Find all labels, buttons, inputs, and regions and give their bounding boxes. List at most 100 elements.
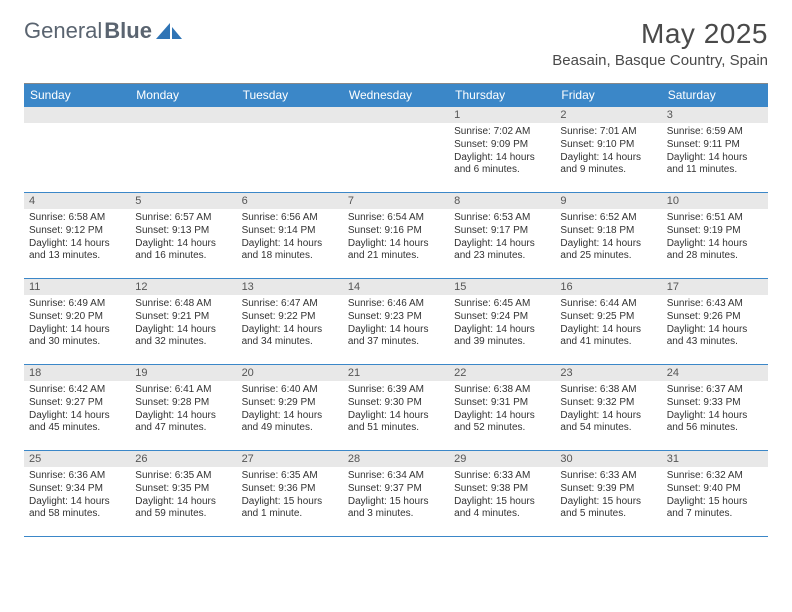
daylight-line-1: Daylight: 15 hours <box>560 496 656 509</box>
sunrise-text: Sunrise: 6:35 AM <box>135 470 231 483</box>
daylight-line-2: and 32 minutes. <box>135 336 231 349</box>
day-number: 27 <box>237 451 343 467</box>
calendar-day-cell: 29Sunrise: 6:33 AMSunset: 9:38 PMDayligh… <box>449 451 555 537</box>
sunset-text: Sunset: 9:30 PM <box>348 397 444 410</box>
sunrise-text: Sunrise: 6:38 AM <box>560 384 656 397</box>
sunrise-text: Sunrise: 6:39 AM <box>348 384 444 397</box>
sunset-text: Sunset: 9:26 PM <box>667 311 763 324</box>
sunset-text: Sunset: 9:20 PM <box>29 311 125 324</box>
day-number: 1 <box>449 107 555 123</box>
sunset-text: Sunset: 9:25 PM <box>560 311 656 324</box>
daylight-line-2: and 51 minutes. <box>348 422 444 435</box>
daylight-line-1: Daylight: 14 hours <box>29 496 125 509</box>
daylight-line-2: and 11 minutes. <box>667 164 763 177</box>
sunset-text: Sunset: 9:23 PM <box>348 311 444 324</box>
daylight-line-2: and 39 minutes. <box>454 336 550 349</box>
sunset-text: Sunset: 9:29 PM <box>242 397 338 410</box>
daylight-line-1: Daylight: 14 hours <box>560 324 656 337</box>
calendar-empty-cell <box>24 107 130 193</box>
day-number: 12 <box>130 279 236 295</box>
calendar-day-cell: 1Sunrise: 7:02 AMSunset: 9:09 PMDaylight… <box>449 107 555 193</box>
day-details: Sunrise: 6:56 AMSunset: 9:14 PMDaylight:… <box>237 209 343 267</box>
calendar-grid: SundayMondayTuesdayWednesdayThursdayFrid… <box>24 83 768 537</box>
sunset-text: Sunset: 9:24 PM <box>454 311 550 324</box>
day-number: 28 <box>343 451 449 467</box>
day-details: Sunrise: 6:40 AMSunset: 9:29 PMDaylight:… <box>237 381 343 439</box>
calendar-day-cell: 9Sunrise: 6:52 AMSunset: 9:18 PMDaylight… <box>555 193 661 279</box>
day-details: Sunrise: 6:39 AMSunset: 9:30 PMDaylight:… <box>343 381 449 439</box>
day-details: Sunrise: 6:45 AMSunset: 9:24 PMDaylight:… <box>449 295 555 353</box>
sunrise-text: Sunrise: 6:46 AM <box>348 298 444 311</box>
day-details: Sunrise: 6:41 AMSunset: 9:28 PMDaylight:… <box>130 381 236 439</box>
calendar-day-cell: 19Sunrise: 6:41 AMSunset: 9:28 PMDayligh… <box>130 365 236 451</box>
daylight-line-2: and 56 minutes. <box>667 422 763 435</box>
sunrise-text: Sunrise: 6:38 AM <box>454 384 550 397</box>
day-details: Sunrise: 6:43 AMSunset: 9:26 PMDaylight:… <box>662 295 768 353</box>
sunset-text: Sunset: 9:37 PM <box>348 483 444 496</box>
calendar-header-cell: Wednesday <box>343 84 449 107</box>
sunset-text: Sunset: 9:40 PM <box>667 483 763 496</box>
calendar-day-cell: 13Sunrise: 6:47 AMSunset: 9:22 PMDayligh… <box>237 279 343 365</box>
daylight-line-1: Daylight: 14 hours <box>667 152 763 165</box>
daylight-line-1: Daylight: 14 hours <box>454 238 550 251</box>
sunrise-text: Sunrise: 6:40 AM <box>242 384 338 397</box>
calendar-day-cell: 5Sunrise: 6:57 AMSunset: 9:13 PMDaylight… <box>130 193 236 279</box>
day-number: 6 <box>237 193 343 209</box>
daylight-line-2: and 30 minutes. <box>29 336 125 349</box>
day-details: Sunrise: 6:37 AMSunset: 9:33 PMDaylight:… <box>662 381 768 439</box>
sunrise-text: Sunrise: 6:59 AM <box>667 126 763 139</box>
day-details: Sunrise: 6:59 AMSunset: 9:11 PMDaylight:… <box>662 123 768 181</box>
day-number: 3 <box>662 107 768 123</box>
calendar-day-cell: 6Sunrise: 6:56 AMSunset: 9:14 PMDaylight… <box>237 193 343 279</box>
day-number: 22 <box>449 365 555 381</box>
sunrise-text: Sunrise: 6:53 AM <box>454 212 550 225</box>
calendar-day-cell: 16Sunrise: 6:44 AMSunset: 9:25 PMDayligh… <box>555 279 661 365</box>
sunrise-text: Sunrise: 7:02 AM <box>454 126 550 139</box>
sunrise-text: Sunrise: 6:33 AM <box>560 470 656 483</box>
sunset-text: Sunset: 9:35 PM <box>135 483 231 496</box>
day-details: Sunrise: 6:38 AMSunset: 9:31 PMDaylight:… <box>449 381 555 439</box>
sunrise-text: Sunrise: 6:41 AM <box>135 384 231 397</box>
daylight-line-2: and 16 minutes. <box>135 250 231 263</box>
calendar-header-cell: Monday <box>130 84 236 107</box>
sunrise-text: Sunrise: 6:47 AM <box>242 298 338 311</box>
sunset-text: Sunset: 9:16 PM <box>348 225 444 238</box>
sunset-text: Sunset: 9:28 PM <box>135 397 231 410</box>
calendar-page: GeneralBlue May 2025 Beasain, Basque Cou… <box>0 0 792 555</box>
calendar-header-cell: Friday <box>555 84 661 107</box>
calendar-empty-cell <box>343 107 449 193</box>
day-number: 17 <box>662 279 768 295</box>
day-details: Sunrise: 6:42 AMSunset: 9:27 PMDaylight:… <box>24 381 130 439</box>
daylight-line-2: and 9 minutes. <box>560 164 656 177</box>
day-number: 20 <box>237 365 343 381</box>
daylight-line-1: Daylight: 14 hours <box>348 238 444 251</box>
daylight-line-1: Daylight: 14 hours <box>242 238 338 251</box>
sunset-text: Sunset: 9:13 PM <box>135 225 231 238</box>
day-number: 19 <box>130 365 236 381</box>
day-number-bar <box>237 107 343 123</box>
daylight-line-2: and 1 minute. <box>242 508 338 521</box>
day-number: 29 <box>449 451 555 467</box>
sunrise-text: Sunrise: 6:58 AM <box>29 212 125 225</box>
day-details: Sunrise: 6:58 AMSunset: 9:12 PMDaylight:… <box>24 209 130 267</box>
day-number: 10 <box>662 193 768 209</box>
day-details: Sunrise: 6:35 AMSunset: 9:36 PMDaylight:… <box>237 467 343 525</box>
sunset-text: Sunset: 9:38 PM <box>454 483 550 496</box>
location-subtitle: Beasain, Basque Country, Spain <box>552 52 768 69</box>
sunset-text: Sunset: 9:21 PM <box>135 311 231 324</box>
daylight-line-2: and 13 minutes. <box>29 250 125 263</box>
day-details: Sunrise: 6:49 AMSunset: 9:20 PMDaylight:… <box>24 295 130 353</box>
day-details: Sunrise: 6:33 AMSunset: 9:38 PMDaylight:… <box>449 467 555 525</box>
daylight-line-2: and 25 minutes. <box>560 250 656 263</box>
daylight-line-2: and 54 minutes. <box>560 422 656 435</box>
day-details: Sunrise: 6:51 AMSunset: 9:19 PMDaylight:… <box>662 209 768 267</box>
calendar-day-cell: 27Sunrise: 6:35 AMSunset: 9:36 PMDayligh… <box>237 451 343 537</box>
calendar-header-cell: Sunday <box>24 84 130 107</box>
daylight-line-1: Daylight: 14 hours <box>348 324 444 337</box>
day-number: 7 <box>343 193 449 209</box>
daylight-line-1: Daylight: 15 hours <box>667 496 763 509</box>
calendar-day-cell: 31Sunrise: 6:32 AMSunset: 9:40 PMDayligh… <box>662 451 768 537</box>
sunset-text: Sunset: 9:11 PM <box>667 139 763 152</box>
day-number: 16 <box>555 279 661 295</box>
day-details: Sunrise: 6:35 AMSunset: 9:35 PMDaylight:… <box>130 467 236 525</box>
